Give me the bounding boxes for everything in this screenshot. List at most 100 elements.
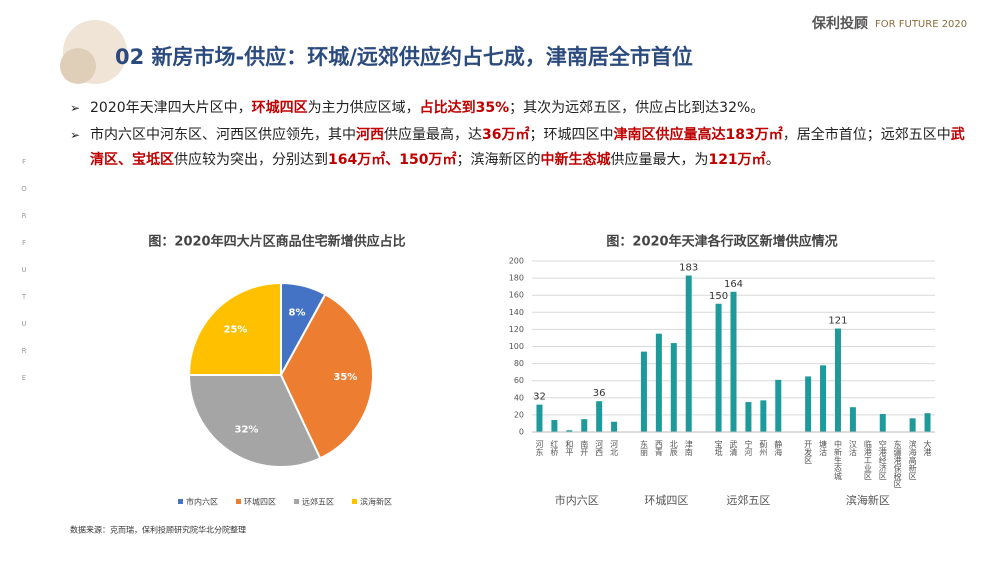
highlight-text: 占比达到35% — [419, 100, 510, 116]
slogan: FOR FUTURE 2020 — [875, 19, 967, 30]
data-label: 8% — [289, 308, 306, 319]
y-tick-label: 120 — [509, 325, 524, 334]
bar — [581, 419, 588, 432]
x-tick-label: 大港 — [923, 439, 932, 457]
y-tick-label: 180 — [509, 274, 524, 283]
y-tick-label: 0 — [519, 428, 524, 437]
side-letter: O — [21, 185, 27, 193]
side-letter: R — [22, 347, 27, 355]
text: ；其次为远郊五区，供应占比到达32%。 — [509, 100, 765, 116]
pie-slice — [187, 281, 282, 376]
highlight-text: 津南区供应量高达183万㎡ — [613, 127, 783, 143]
x-tick-label: 宁河 — [744, 439, 753, 456]
x-tick-label: 西青 — [654, 440, 663, 457]
highlight-text: 环城四区 — [251, 100, 308, 116]
y-tick-label: 160 — [509, 291, 524, 300]
side-letter: U — [21, 320, 26, 328]
bar — [909, 418, 916, 432]
highlight-text: 中新生态城 — [540, 152, 611, 168]
bar — [805, 376, 812, 432]
highlight-text: 36万㎡ — [482, 127, 530, 143]
x-tick-label: 东丽 — [639, 439, 648, 457]
side-letter: F — [22, 239, 26, 247]
x-tick-label: 滨海高新区 — [908, 439, 917, 480]
x-tick-label: 开发区 — [804, 440, 813, 464]
highlight-text: 河西 — [356, 127, 384, 143]
highlight-text: 武清区、宝坻区 — [90, 127, 965, 168]
chart-title: 图：2020年四大片区商品住宅新增供应占比 — [148, 234, 405, 250]
x-tick-label: 南开 — [580, 439, 589, 457]
bar — [834, 328, 841, 432]
bullet: 2020年天津四大片区中，环城四区为主力供应区域，占比达到35%；其次为远郊五区… — [70, 96, 970, 121]
side-letter: R — [22, 212, 27, 220]
legend-label: 市内六区 — [186, 497, 218, 507]
pie-slice — [187, 374, 322, 468]
data-label: 121 — [828, 316, 847, 327]
bar — [715, 303, 722, 432]
bar — [775, 379, 782, 432]
y-tick-label: 200 — [509, 257, 524, 266]
x-tick-label: 汉沽 — [848, 440, 857, 457]
highlight-text: 121万㎡ — [708, 152, 766, 168]
x-tick-label: 和平 — [565, 440, 574, 457]
side-letter: E — [22, 374, 26, 382]
x-tick-label: 河西 — [595, 439, 604, 457]
side-letter: F — [22, 158, 26, 166]
text: 供应量最大，为 — [610, 152, 709, 168]
text: 市内六区中河东区、河西区供应领先，其中 — [90, 127, 356, 143]
group-label: 环城四区 — [644, 494, 688, 507]
group-label: 远郊五区 — [726, 494, 770, 507]
y-tick-label: 100 — [509, 342, 524, 351]
x-tick-label: 津南 — [684, 439, 693, 456]
bar — [924, 413, 931, 432]
y-tick-label: 20 — [514, 410, 524, 419]
x-tick-label: 北辰 — [669, 440, 678, 457]
data-label: 183 — [679, 263, 698, 274]
data-label: 164 — [724, 279, 743, 290]
bar — [730, 291, 737, 432]
legend-label: 远郊五区 — [302, 497, 334, 507]
y-tick-label: 60 — [514, 376, 524, 385]
chart-title: 图：2020年天津各行政区新增供应情况 — [606, 234, 837, 250]
x-tick-label: 武清 — [729, 439, 738, 457]
brand: 保利投顾 — [811, 15, 868, 32]
legend-swatch — [236, 499, 241, 504]
group-label: 滨海新区 — [846, 493, 890, 507]
bar — [611, 421, 618, 432]
side-letter: T — [21, 293, 27, 301]
x-tick-label: 静海 — [774, 439, 783, 457]
text: 供应量最高，达 — [384, 127, 482, 143]
bar — [670, 343, 677, 432]
bar — [820, 365, 827, 432]
pie-slice — [279, 293, 374, 460]
x-tick-label: 临港工业区 — [863, 439, 872, 480]
bar — [685, 275, 692, 432]
bar — [640, 351, 647, 432]
side-letter: U — [21, 266, 26, 274]
side-letters: F O R F U T U R E — [21, 158, 27, 382]
group-label: 市内六区 — [555, 493, 599, 507]
text: ；滨海新区的 — [456, 152, 541, 168]
x-tick-label: 河东 — [535, 439, 544, 456]
x-tick-label: 蓟州 — [759, 439, 768, 456]
bullet: 市内六区中河东区、河西区供应领先，其中河西供应量最高，达36万㎡；环城四区中津南… — [70, 123, 970, 173]
data-label: 36 — [593, 388, 606, 399]
x-tick-label: 中新生态城 — [833, 439, 842, 481]
bar — [760, 400, 767, 432]
y-tick-label: 40 — [514, 393, 524, 402]
x-tick-label: 红桥 — [550, 439, 559, 457]
data-label: 25% — [223, 324, 247, 335]
deco-circle — [60, 48, 96, 84]
highlight-text: 164万㎡、150万㎡ — [328, 152, 457, 168]
bar-chart: 图：2020年天津各行政区新增供应情况 0 20 40 60 80 100 120 140 160… — [509, 234, 935, 507]
bar — [596, 401, 603, 432]
bar — [879, 414, 886, 432]
source-note: 数据来源：克而瑞，保利投顾研究院华北分院整理 — [70, 525, 246, 535]
text: ，居全市首位；远郊五区中 — [782, 127, 951, 143]
text: 为主力供应区域， — [307, 100, 420, 116]
x-tick-label: 空港经济区 — [878, 439, 887, 480]
legend-label: 滨海新区 — [360, 497, 392, 507]
x-tick-label: 塘沽 — [819, 439, 828, 457]
